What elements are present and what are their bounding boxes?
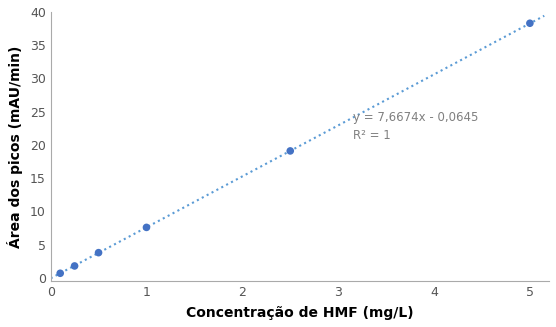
Y-axis label: Área dos picos (mAU/min): Área dos picos (mAU/min) — [7, 45, 23, 248]
Point — [142, 225, 151, 230]
Text: y = 7,6674x - 0,0645
R² = 1: y = 7,6674x - 0,0645 R² = 1 — [353, 111, 478, 142]
X-axis label: Concentração de HMF (mg/L): Concentração de HMF (mg/L) — [186, 306, 414, 320]
Point — [286, 148, 295, 154]
Point — [70, 263, 79, 268]
Point — [94, 250, 103, 255]
Point — [525, 21, 534, 26]
Point — [56, 271, 64, 276]
